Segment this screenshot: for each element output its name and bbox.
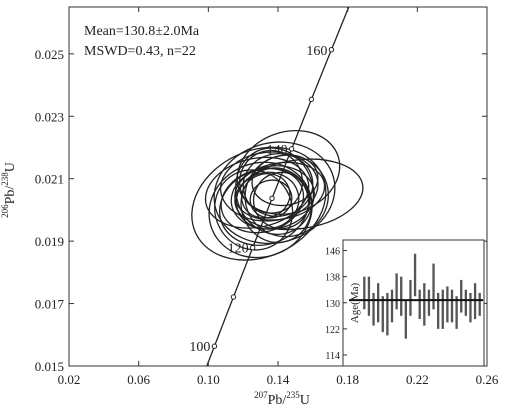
inset-y-tick-label: 130 [325,299,340,310]
x-tick-label: 0.02 [58,372,81,387]
inset-age-bar [367,276,371,316]
inset-age-bar [460,279,463,313]
x-axis-label-base: Pb/ [268,393,287,408]
age-label: 140 [267,143,288,158]
inset-age-bar [395,273,398,310]
x-tick-label: 0.26 [476,372,499,387]
x-tick-label: 0.22 [406,372,429,387]
error-ellipse [239,149,304,214]
age-marker [308,96,315,103]
error-ellipse [235,147,315,236]
x-axis-label-sup2: 235 [286,390,300,400]
y-axis-label-sup1: 206 [0,204,10,218]
inset-age-bar [377,283,380,323]
inset-y-tick-label: 114 [325,351,340,362]
error-ellipse [204,156,310,229]
inset-y-tick-label: 138 [325,273,340,284]
error-ellipse [214,169,294,251]
inset-age-bar [446,286,449,323]
error-ellipse [240,167,312,244]
x-tick-label: 0.06 [127,372,150,387]
inset-age-bar [372,292,375,326]
inset-age-bar [478,292,481,316]
error-ellipse [241,173,291,219]
inset-age-bar [409,279,412,316]
inset-age-bar [437,292,440,329]
age-marker [288,146,295,152]
x-axis-label: 207Pb/235U [254,390,310,408]
inset-age-bar [400,276,403,316]
y-tick-label: 0.015 [35,359,64,374]
inset-age-bar [404,299,407,339]
age-label: 100 [189,340,210,355]
inset-age-bar [381,296,384,333]
inset-age-bar [455,296,458,329]
inset-y-tick-label: 146 [325,247,340,258]
age-label: 120 [228,242,249,257]
inset-y-axis-label: Age(Ma) [349,283,361,324]
x-tick-label: 0.14 [267,372,290,387]
y-tick-label: 0.019 [35,234,64,249]
inset-age-bar [469,292,472,323]
age-marker [211,343,218,349]
x-axis-label-sup1: 207 [254,390,268,400]
inset-age-bar [464,289,467,316]
mean-annotation: Mean=130.8±2.0Ma [84,24,200,39]
age-label: 160 [306,44,327,59]
mswd-annotation: MSWD=0.43, n=22 [84,44,196,59]
y-tick-label: 0.021 [35,172,64,187]
age-marker [249,245,256,251]
age-marker [230,294,237,300]
inset-age-bar [423,283,426,326]
y-tick-label: 0.023 [35,109,64,124]
inset-age-bar [432,263,435,310]
y-axis-label-tail: U [3,162,18,172]
inset-age-bar [427,289,431,316]
age-marker [269,195,275,202]
x-tick-label: 0.10 [197,372,220,387]
x-axis-label-tail: U [300,393,310,408]
error-ellipse [244,154,329,238]
y-axis-label: 206Pb/238U [0,162,18,218]
age-marker [328,47,335,53]
inset-age-bar [390,289,394,323]
x-tick-label: 0.18 [336,372,359,387]
inset-y-tick-label: 122 [325,325,340,336]
inset-age-bar [386,292,389,336]
y-tick-label: 0.017 [35,297,65,312]
y-axis-label-sup2: 238 [0,172,10,186]
inset-age-bar [450,289,454,323]
inset-age-bar [441,289,444,329]
error-ellipse [252,171,311,230]
inset-age-bar [418,289,421,320]
inset-age-bar [413,253,417,297]
y-axis-label-base: Pb/ [3,186,18,205]
inset-age-bar [363,276,366,310]
y-tick-label: 0.025 [35,47,64,62]
